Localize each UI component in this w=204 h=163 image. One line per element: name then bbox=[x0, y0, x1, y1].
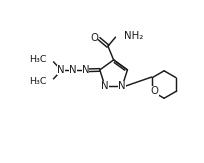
Text: O: O bbox=[90, 33, 98, 43]
Text: N: N bbox=[69, 65, 76, 75]
Text: N: N bbox=[118, 81, 125, 91]
Text: H₃C: H₃C bbox=[29, 77, 47, 86]
Text: N: N bbox=[101, 81, 108, 91]
Text: N: N bbox=[57, 65, 64, 75]
Text: H₃C: H₃C bbox=[29, 55, 47, 64]
Text: NH₂: NH₂ bbox=[123, 31, 143, 41]
Text: O: O bbox=[150, 86, 158, 96]
Text: N: N bbox=[81, 65, 89, 75]
